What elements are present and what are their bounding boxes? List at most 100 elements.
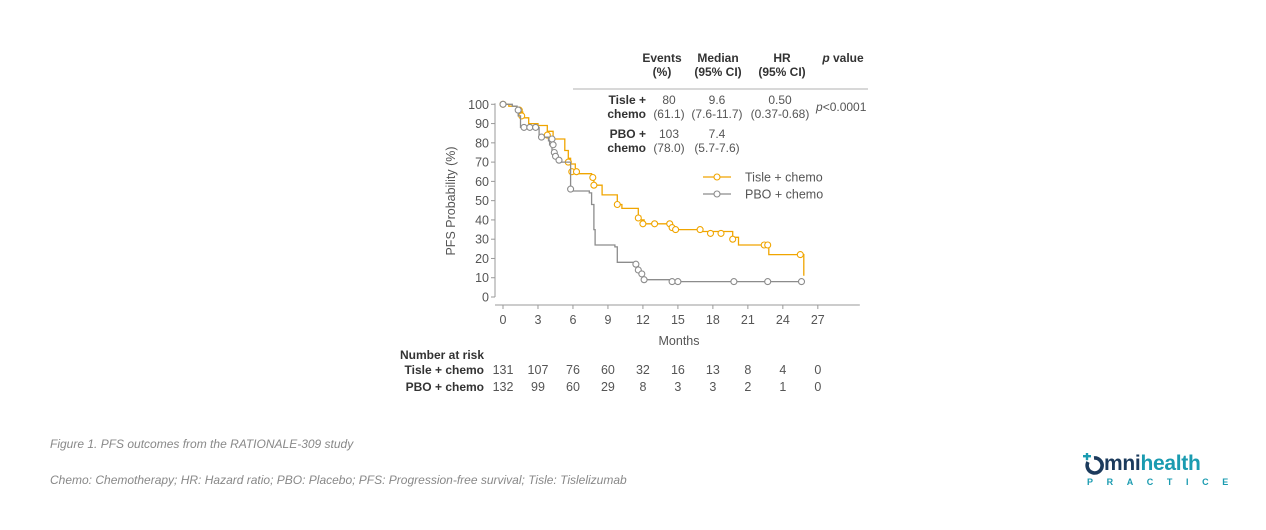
censor-mark <box>567 185 575 193</box>
y-tick-label: 30 <box>475 233 489 247</box>
x-tick-label: 3 <box>535 313 542 327</box>
risk-count: 131 <box>493 363 514 377</box>
censor-mark <box>696 226 704 234</box>
stats-header: Median <box>697 51 738 65</box>
abbreviations-note: Chemo: Chemotherapy; HR: Hazard ratio; P… <box>50 473 627 487</box>
censor-mark <box>549 141 557 149</box>
p-letter: p <box>821 51 829 65</box>
risk-count: 32 <box>636 363 650 377</box>
censor-mark <box>514 106 522 114</box>
censor-mark <box>532 123 540 131</box>
risk-count: 29 <box>601 380 615 394</box>
stats-median-ci: (7.6-11.7) <box>691 107 742 121</box>
stats-p-value: p<0.0001 <box>815 100 867 114</box>
stats-events: 80 <box>662 93 676 107</box>
stats-events-pct: (78.0) <box>653 141 684 155</box>
p-number: <0.0001 <box>823 100 867 114</box>
risk-count: 132 <box>493 380 514 394</box>
risk-count: 4 <box>779 363 786 377</box>
censor-mark <box>499 100 507 108</box>
x-tick-label: 9 <box>604 313 611 327</box>
censor-mark <box>632 260 640 268</box>
stats-events: 103 <box>659 127 679 141</box>
risk-count: 3 <box>709 380 716 394</box>
stats-arm-label: chemo <box>607 141 646 155</box>
y-tick-label: 60 <box>475 175 489 189</box>
censor-mark <box>548 135 556 143</box>
y-tick-label: 90 <box>475 117 489 131</box>
x-tick-label: 6 <box>569 313 576 327</box>
stats-median: 9.6 <box>709 93 726 107</box>
censor-mark <box>729 235 737 243</box>
risk-count: 99 <box>531 380 545 394</box>
y-tick-label: 0 <box>482 291 489 305</box>
stats-header: Events <box>642 51 682 65</box>
censor-mark <box>589 173 597 182</box>
censor-mark <box>590 181 598 189</box>
y-tick-label: 70 <box>475 156 489 170</box>
stats-header: (95% CI) <box>694 65 741 79</box>
censor-mark <box>764 278 772 286</box>
censor-mark <box>634 214 642 222</box>
risk-count: 107 <box>528 363 549 377</box>
legend-label: Tisle + chemo <box>745 171 823 185</box>
p-word: value <box>830 51 864 65</box>
censor-mark <box>613 200 621 209</box>
x-tick-label: 27 <box>811 313 825 327</box>
censor-mark <box>639 220 647 228</box>
y-tick-label: 50 <box>475 194 489 208</box>
stats-arm-label: Tisle + <box>609 93 646 107</box>
censor-mark <box>672 226 680 234</box>
y-tick-label: 20 <box>475 252 489 266</box>
censor-mark <box>668 278 676 286</box>
stats-header: (95% CI) <box>758 65 805 79</box>
censor-mark <box>764 241 772 249</box>
risk-table-title: Number at risk <box>400 348 484 362</box>
x-tick-label: 0 <box>500 313 507 327</box>
omni-o-icon <box>1083 453 1104 475</box>
stats-median: 7.4 <box>709 127 726 141</box>
omnihealth-logo: mnihealth PRACTICE <box>1083 452 1228 492</box>
risk-count: 13 <box>706 363 720 377</box>
risk-count: 8 <box>639 380 646 394</box>
censor-mark <box>651 220 659 228</box>
logo-text-omni: mni <box>1104 452 1141 475</box>
y-tick-label: 80 <box>475 136 489 150</box>
y-tick-label: 40 <box>475 213 489 227</box>
legend-swatch-marker <box>713 173 721 181</box>
stats-header: (%) <box>653 65 672 79</box>
risk-count: 60 <box>566 380 580 394</box>
logo-text-health: health <box>1140 452 1201 475</box>
x-tick-label: 15 <box>671 313 685 327</box>
risk-count: 16 <box>671 363 685 377</box>
stats-header-p-value: p value <box>821 51 864 65</box>
censor-mark <box>555 156 563 164</box>
risk-count: 76 <box>566 363 580 377</box>
risk-count: 0 <box>814 380 821 394</box>
censor-mark <box>706 229 715 237</box>
risk-count: 60 <box>601 363 615 377</box>
censor-mark <box>520 123 528 131</box>
risk-count: 8 <box>744 363 751 377</box>
censor-mark <box>796 251 804 259</box>
x-tick-label: 21 <box>741 313 755 327</box>
x-tick-label: 18 <box>706 313 720 327</box>
legend-label: PBO + chemo <box>745 188 823 202</box>
stats-arm-label: chemo <box>607 107 646 121</box>
logo-tagline: PRACTICE <box>1087 477 1242 487</box>
censor-mark <box>537 133 546 141</box>
censor-mark <box>526 123 534 131</box>
stats-hr: 0.50 <box>768 93 792 107</box>
x-axis-title: Months <box>659 334 700 348</box>
y-tick-label: 100 <box>468 98 489 112</box>
figure-caption: Figure 1. PFS outcomes from the RATIONAL… <box>50 437 354 451</box>
stats-hr-ci: (0.37-0.68) <box>751 107 810 121</box>
risk-row-label: PBO + chemo <box>406 380 484 394</box>
risk-count: 1 <box>779 380 786 394</box>
risk-row-label: Tisle + chemo <box>405 363 484 377</box>
censor-mark <box>638 270 646 278</box>
risk-count: 3 <box>674 380 681 394</box>
stats-events-pct: (61.1) <box>653 107 684 121</box>
y-axis-title: PFS Probability (%) <box>444 146 458 255</box>
p-letter: p <box>815 100 823 114</box>
